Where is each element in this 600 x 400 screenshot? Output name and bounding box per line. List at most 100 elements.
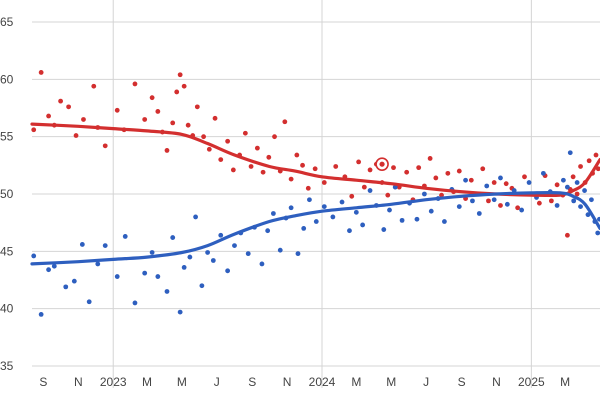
blue-data-point [142,270,148,276]
blue-data-point [132,300,138,306]
blue-data-point [218,232,224,238]
blue-data-point [288,205,294,211]
red-data-point [456,168,462,174]
x-tick-label: N [283,375,292,389]
red-data-point [515,205,521,211]
x-tick-label: M [142,375,152,389]
red-data-point [260,169,266,175]
blue-data-point [270,211,276,216]
red-data-point [349,193,355,199]
blue-data-point [347,228,352,234]
blue-data-point [46,267,51,273]
y-tick-label: 40 [0,302,14,316]
red-data-point [578,164,583,169]
blue-data-point [122,234,128,239]
x-tick-label: J [214,375,220,389]
x-tick-label: M [351,375,361,389]
red-data-point [185,122,191,128]
red-data-point [385,192,391,198]
blue-data-point [484,183,490,189]
blue-data-point [519,207,525,213]
red-data-point [593,152,599,158]
red-data-point [102,143,108,149]
blue-data-point [164,289,170,294]
blue-data-point [187,254,193,260]
blue-data-point [114,274,120,279]
y-tick-label: 35 [0,359,14,373]
blue-data-point [589,197,594,203]
red-data-point [480,166,486,172]
blue-data-point [205,250,211,255]
red-data-point [149,95,155,101]
blue-data-point [295,251,301,257]
x-tick-label: M [177,375,187,389]
blue-data-point [367,188,373,193]
highlight-marker [375,157,389,171]
blue-data-point [353,209,359,215]
blue-data-point [582,188,587,193]
red-data-point [206,146,212,152]
blue-data-point [567,150,573,156]
blue-data-point [470,198,475,204]
red-data-point [58,98,64,104]
red-data-point [491,180,497,185]
blue-data-point [387,207,392,213]
blue-data-point [170,235,176,240]
blue-data-point [313,219,319,224]
y-tick-label: 50 [0,187,14,201]
x-tick-label: 2025 [518,375,545,389]
red-data-point [586,158,592,164]
red-data-point [574,191,580,197]
red-data-point [570,174,576,180]
blue-data-point [578,204,583,210]
blue-data-point [86,299,92,305]
blue-data-point [265,228,271,234]
blue-data-point [442,219,447,224]
y-tick-label: 45 [0,244,14,258]
blue-data-point [498,175,503,181]
y-tick-label: 60 [0,72,14,86]
red-data-point [81,117,86,122]
y-tick-label: 65 [0,15,14,29]
blue-data-point [504,201,510,207]
blue-data-point [595,230,600,236]
blue-data-point [597,216,600,222]
red-data-point [272,134,277,140]
red-data-point [564,232,570,238]
blue-data-point [560,177,566,183]
red-data-point [66,104,72,110]
trend-lines [30,122,600,266]
blue-data-point [277,247,283,253]
red-data-point [361,184,367,190]
blue-data-point [181,264,187,270]
red-data-point [445,170,451,176]
red-data-point [242,130,248,136]
red-data-point [288,176,294,182]
red-data-point [164,148,170,153]
red-data-point [248,164,254,169]
red-data-point [300,162,305,168]
red-trend-line [30,122,600,198]
blue-data-point [399,217,405,223]
blue-data-point [421,191,427,197]
blue-data-point [339,199,345,205]
blue-data-point [71,278,77,284]
red-data-point [170,120,176,126]
red-data-point [254,145,260,151]
red-data-point [225,138,231,144]
blue-data-point [225,268,231,274]
x-tick-label: M [386,375,396,389]
blue-data-point [79,242,85,247]
y-tick-label: 55 [0,130,14,144]
red-data-point [31,127,37,133]
red-data-point [548,198,554,204]
blue-data-point [456,204,462,210]
x-tick-label: 2023 [100,375,127,389]
blue-trend-line [30,190,600,266]
blue-data-point [102,243,108,249]
red-data-point [536,200,542,206]
red-data-point [321,180,327,185]
blue-data-point [177,309,183,315]
blue-data-point [259,261,265,267]
blue-data-point [95,261,101,267]
